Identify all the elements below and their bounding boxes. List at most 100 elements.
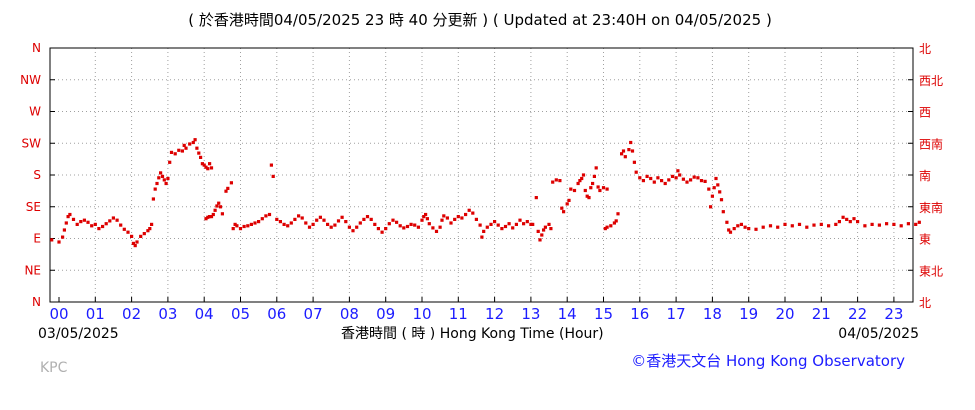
data-point-16 xyxy=(104,222,108,226)
data-point-240 xyxy=(728,230,733,234)
data-point-221 xyxy=(678,173,682,177)
x-tick-label-12: 12 xyxy=(485,305,504,323)
data-point-141 xyxy=(460,216,464,220)
data-point-47 xyxy=(184,146,188,150)
data-point-235 xyxy=(718,190,722,194)
data-point-198 xyxy=(612,221,616,225)
data-point-167 xyxy=(542,228,546,232)
data-point-236 xyxy=(719,198,724,202)
data-point-5 xyxy=(66,215,70,219)
data-point-123 xyxy=(405,224,410,229)
x-tick-label-05: 05 xyxy=(231,305,250,323)
x-tick-label-11: 11 xyxy=(449,305,468,323)
data-point-209 xyxy=(638,176,642,180)
data-point-197 xyxy=(609,224,613,228)
data-point-183 xyxy=(581,173,586,177)
data-point-75 xyxy=(235,224,239,228)
data-point-120 xyxy=(395,220,399,224)
y-tick-label-right-3: 東南 xyxy=(919,200,943,215)
data-point-129 xyxy=(424,212,428,217)
data-point-269 xyxy=(899,224,903,228)
data-point-111 xyxy=(362,217,366,221)
data-point-82 xyxy=(260,217,264,221)
data-point-201 xyxy=(620,152,624,156)
data-point-90 xyxy=(286,224,290,228)
data-point-151 xyxy=(493,220,497,224)
data-point-249 xyxy=(776,225,780,229)
data-point-219 xyxy=(674,176,678,180)
data-point-100 xyxy=(322,218,326,222)
data-point-36 xyxy=(159,171,163,175)
data-point-270 xyxy=(906,222,910,226)
data-point-117 xyxy=(384,227,388,231)
x-tick-label-17: 17 xyxy=(667,305,686,323)
data-point-228 xyxy=(703,179,707,183)
y-tick-label-right-7: 西北 xyxy=(919,74,943,88)
data-point-81 xyxy=(257,220,261,224)
data-point-159 xyxy=(522,222,526,226)
data-point-231 xyxy=(710,194,714,198)
data-point-218 xyxy=(670,174,675,178)
data-point-109 xyxy=(355,225,359,229)
data-point-95 xyxy=(304,221,308,225)
data-point-168 xyxy=(543,225,547,229)
data-point-70 xyxy=(224,189,228,193)
data-point-181 xyxy=(578,179,582,183)
data-point-78 xyxy=(246,224,250,228)
data-point-239 xyxy=(727,228,731,232)
data-point-122 xyxy=(402,226,406,230)
data-point-216 xyxy=(663,181,667,186)
x-tick-label-02: 02 xyxy=(122,305,141,323)
data-point-177 xyxy=(567,198,571,202)
data-point-14 xyxy=(97,227,101,231)
data-point-26 xyxy=(135,240,139,244)
data-point-145 xyxy=(474,217,478,221)
data-point-64 xyxy=(211,212,215,217)
data-point-263 xyxy=(856,220,860,224)
data-point-254 xyxy=(812,223,816,227)
data-point-137 xyxy=(445,216,449,220)
x-tick-label-23: 23 xyxy=(884,305,903,323)
x-tick-label-19: 19 xyxy=(739,305,758,323)
data-point-140 xyxy=(456,215,460,219)
data-point-119 xyxy=(391,218,395,222)
data-point-40 xyxy=(166,176,170,181)
data-point-184 xyxy=(583,188,587,193)
data-point-62 xyxy=(208,215,212,219)
data-point-73 xyxy=(231,227,235,231)
x-tick-label-13: 13 xyxy=(521,305,540,323)
chart-title: ( 於香港時間04/05/2025 23 時 40 分更新 ) ( Update… xyxy=(188,11,772,29)
x-tick-label-16: 16 xyxy=(630,305,649,323)
data-point-9 xyxy=(79,220,83,224)
data-point-87 xyxy=(275,217,279,221)
data-point-163 xyxy=(534,196,538,200)
data-point-63 xyxy=(209,215,214,219)
data-point-30 xyxy=(148,227,152,231)
data-point-160 xyxy=(525,220,529,224)
data-point-29 xyxy=(146,229,150,233)
grid xyxy=(50,47,913,303)
x-tick-label-01: 01 xyxy=(86,305,105,323)
data-point-158 xyxy=(518,218,522,222)
data-point-252 xyxy=(797,222,802,226)
data-point-54 xyxy=(200,162,204,166)
data-point-3 xyxy=(62,228,66,232)
data-point-94 xyxy=(300,216,304,220)
data-point-43 xyxy=(173,152,177,156)
data-point-202 xyxy=(621,149,626,153)
data-point-166 xyxy=(540,233,544,237)
y-tick-label-right-1: 東北 xyxy=(919,264,943,278)
data-point-97 xyxy=(311,222,315,226)
data-point-4 xyxy=(64,221,68,225)
data-point-52 xyxy=(197,151,201,155)
data-point-164 xyxy=(536,229,540,233)
data-point-265 xyxy=(870,222,874,226)
x-tick-label-18: 18 xyxy=(703,305,722,323)
data-point-41 xyxy=(168,160,172,164)
data-point-272 xyxy=(917,220,921,224)
data-point-53 xyxy=(199,155,203,159)
x-tick-label-14: 14 xyxy=(558,305,577,323)
y-tick-label-right-0: 北 xyxy=(919,296,931,310)
plot-border xyxy=(49,47,914,303)
x-tick-label-06: 06 xyxy=(267,305,286,323)
